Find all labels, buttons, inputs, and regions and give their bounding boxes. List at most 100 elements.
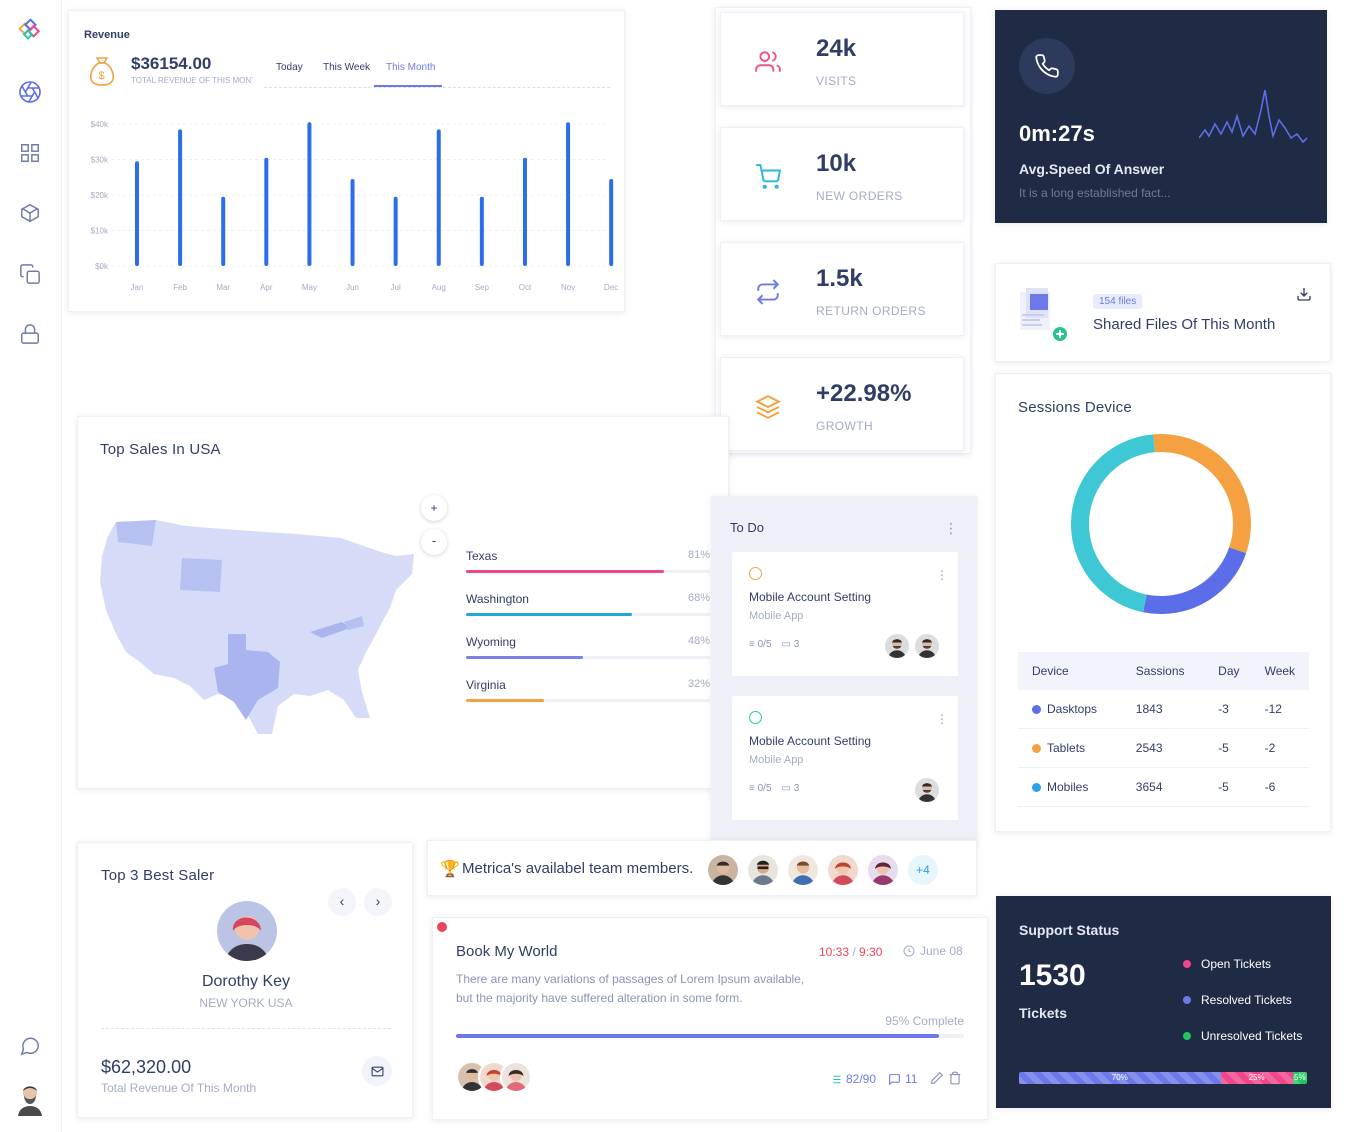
map-zoom-in-button[interactable]: + — [421, 495, 447, 521]
table-row: Tablets 2543 -5 -2 — [1018, 728, 1309, 768]
best-saler-title: Top 3 Best Saler — [101, 867, 215, 884]
todo-menu-icon[interactable]: ⋮ — [944, 520, 958, 536]
support-bar-segment: 25% — [1220, 1072, 1293, 1084]
todo-item[interactable]: ⋮ Mobile Account Setting Mobile App ≡ 0/5 ▭ … — [732, 552, 958, 676]
best-saler-card: Top 3 Best Saler ‹ › Dorothy Key NEW YOR… — [77, 842, 413, 1118]
x-tick-label: Jan — [131, 283, 144, 292]
x-tick-label: Aug — [432, 283, 446, 292]
stat-value: +22.98% — [816, 380, 912, 407]
mail-icon[interactable] — [362, 1056, 392, 1086]
bar-aug — [436, 129, 441, 266]
todo-title: To Do — [730, 520, 764, 535]
avg-answer-card: 0m:27s Avg.Speed Of Answer It is a long … — [995, 10, 1327, 223]
box-icon[interactable] — [18, 201, 42, 225]
todo-item-menu-icon[interactable]: ⋮ — [936, 568, 948, 582]
team-avatar[interactable] — [866, 853, 900, 887]
bar-feb — [178, 129, 183, 266]
y-tick-label: $40k — [91, 120, 109, 129]
legend-dot — [1183, 960, 1191, 968]
lock-icon[interactable] — [18, 322, 42, 346]
todo-status-circle[interactable] — [749, 711, 762, 724]
aperture-icon[interactable] — [18, 80, 42, 104]
state-sales-list: Texas 81% Washington 68% Wyoming 48% Virginia 3… — [466, 549, 710, 721]
download-icon[interactable] — [1296, 286, 1312, 307]
bar-apr — [264, 157, 269, 266]
team-more-badge[interactable]: +4 — [906, 853, 940, 887]
project-avatar[interactable] — [500, 1061, 532, 1093]
todo-comments-count: 3 — [793, 783, 800, 794]
trash-icon[interactable] — [948, 1071, 962, 1090]
tab-this-month[interactable]: This Month — [386, 62, 436, 73]
saler-amount-label: Total Revenue Of This Month — [101, 1081, 257, 1095]
saler-name: Dorothy Key — [201, 973, 291, 990]
files-count-badge: 154 files — [1093, 294, 1143, 309]
todo-avatars — [913, 776, 941, 804]
sessions-week-cell: -12 — [1250, 690, 1309, 729]
bar-mar — [221, 196, 226, 266]
stat-card: +22.98% GROWTH — [720, 357, 964, 451]
y-tick-label: $0k — [95, 262, 109, 271]
state-bar-track — [466, 570, 710, 573]
team-members-card: 🏆 Metrica's availabel team members. +4 — [427, 840, 977, 896]
phone-icon — [1019, 38, 1075, 94]
y-tick-label: $20k — [91, 191, 109, 200]
sessions-header-cell: Device — [1018, 652, 1122, 690]
state-row: Wyoming 48% — [466, 635, 710, 678]
legend-label: Unresolved Tickets — [1201, 1029, 1303, 1043]
state-bar-fill — [466, 613, 632, 616]
todo-item-sub: Mobile App — [749, 754, 804, 766]
map-zoom-out-button[interactable]: - — [421, 529, 447, 555]
grid-icon[interactable] — [18, 141, 42, 165]
project-date: June 08 — [903, 944, 963, 958]
device-name: Tablets — [1047, 741, 1086, 755]
table-row: Mobiles 3654 -5 -6 — [1018, 767, 1309, 807]
state-bar-track — [466, 656, 710, 659]
sessions-day-cell: -3 — [1204, 690, 1251, 729]
state-name: Texas — [466, 549, 498, 563]
tab-this-week[interactable]: This Week — [323, 62, 371, 73]
support-legend-item: Resolved Tickets — [1183, 993, 1302, 1029]
sessions-day-cell: -5 — [1204, 767, 1251, 807]
x-tick-label: May — [302, 283, 317, 292]
support-unit: Tickets — [1019, 1005, 1067, 1021]
project-comments: 11 — [888, 1072, 917, 1086]
stat-value: 24k — [816, 35, 857, 62]
todo-item-meta: ≡ 0/5 ▭ 3 — [749, 783, 799, 794]
project-time: 10:33 / 9:30 — [819, 945, 882, 959]
app-logo[interactable] — [18, 18, 42, 42]
user-avatar[interactable] — [15, 1082, 45, 1116]
tab-today[interactable]: Today — [276, 62, 303, 73]
project-comments-count: 11 — [905, 1072, 918, 1086]
prev-saler-button[interactable]: ‹ — [328, 888, 356, 916]
state-pct: 68% — [687, 592, 710, 604]
next-saler-button[interactable]: › — [364, 888, 392, 916]
x-tick-label: Nov — [561, 283, 575, 292]
project-desc-line1: There are many variations of passages of… — [456, 972, 805, 986]
state-bar-fill — [466, 656, 584, 659]
device-dot — [1032, 705, 1041, 714]
todo-avatars — [883, 632, 941, 660]
team-avatar[interactable] — [786, 853, 820, 887]
sessions-table: Device Sassions Day Week Dasktops 1843 -3 -12 T… — [1018, 652, 1309, 807]
state-pct: 48% — [687, 635, 710, 647]
team-avatar[interactable] — [746, 853, 780, 887]
shared-files-card: 154 files Shared Files Of This Month — [995, 263, 1331, 362]
sessions-week-cell: -2 — [1250, 728, 1309, 768]
todo-avatar[interactable] — [883, 632, 911, 660]
revenue-tabs: Today This Week This Month — [264, 61, 610, 88]
support-bar-segment: 5% — [1292, 1072, 1307, 1084]
todo-comments-count: 3 — [793, 639, 800, 650]
todo-status-circle[interactable] — [749, 567, 762, 580]
device-dot — [1032, 744, 1041, 753]
copy-icon[interactable] — [18, 262, 42, 286]
team-avatar[interactable] — [706, 853, 740, 887]
todo-avatar[interactable] — [913, 776, 941, 804]
todo-avatar[interactable] — [913, 632, 941, 660]
state-pct: 81% — [687, 549, 710, 561]
todo-item-menu-icon[interactable]: ⋮ — [936, 712, 948, 726]
todo-item[interactable]: ⋮ Mobile Account Setting Mobile App ≡ 0/5 ▭ … — [732, 696, 958, 820]
revenue-amount: $36154.00 — [131, 54, 212, 73]
team-avatar[interactable] — [826, 853, 860, 887]
chat-icon[interactable] — [18, 1034, 42, 1058]
edit-icon[interactable] — [930, 1071, 944, 1090]
